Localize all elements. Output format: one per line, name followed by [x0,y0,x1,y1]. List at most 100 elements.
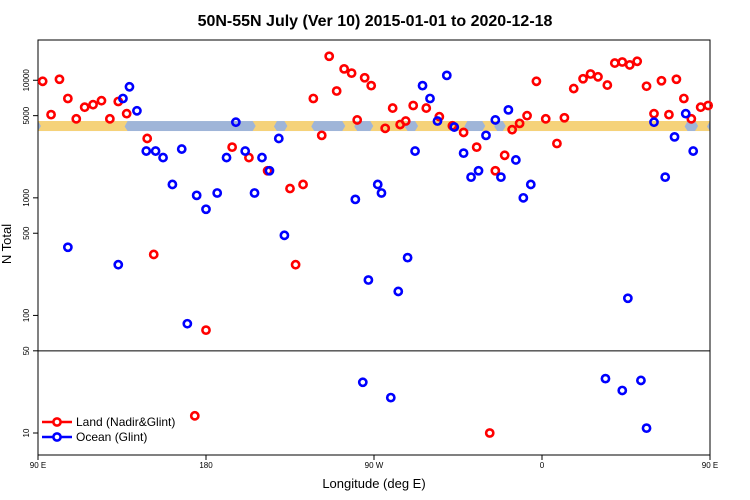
land-data-point [366,80,377,91]
ocean-data-point [669,131,680,142]
ocean-data-point [466,172,476,183]
land-data-point [88,99,98,110]
land-data-point [593,71,603,82]
ocean-data-point [264,165,275,176]
land-data-point [559,112,570,123]
ocean-data-point [641,423,652,434]
ocean-data-point [503,104,514,115]
land-data-point [71,113,82,124]
ocean-data-point [660,172,671,183]
land-ocean-band [38,121,710,132]
land-data-point [522,110,532,121]
y-tick-label: 50 [22,346,31,355]
chart-title: 50N-55N July (Ver 10) 2015-01-01 to 2020… [198,13,553,30]
land-data-point [331,86,342,96]
ocean-data-point [417,80,428,91]
land-segment [342,121,358,132]
ocean-data-point [273,133,284,144]
y-tick-label: 10 [22,428,31,437]
land-data-point [507,124,518,135]
ocean-data-point [490,115,501,125]
land-data-point [458,127,469,138]
ocean-data-point [150,146,161,156]
land-data-point [316,130,327,141]
ocean-data-point [510,155,521,165]
land-data-point [484,428,495,438]
ocean-data-point [182,318,193,329]
land-data-point [649,108,659,119]
land-data-point [308,93,319,104]
land-data-point [695,102,706,113]
land-data-point [552,138,562,149]
ocean-data-point [62,242,73,253]
land-data-point [346,68,357,79]
ocean-data-point [617,385,628,396]
land-segment [695,121,710,132]
land-data-point [227,142,238,153]
legend-label: Ocean (Glint) [76,430,147,444]
ocean-data-point [518,192,529,203]
land-data-point [656,75,667,86]
ocean-data-point [425,93,435,104]
legend-label: Land (Nadir&Glint) [76,415,175,429]
plot-frame [37,39,711,456]
ocean-data-point [496,172,506,183]
land-data-point [531,76,542,87]
land-data-point [142,133,153,144]
ocean-data-point [212,188,223,198]
land-data-point [421,103,432,113]
ocean-data-point [376,188,387,198]
ocean-data-point [257,152,267,163]
y-tick-label: 5000 [22,106,31,124]
land-data-point [490,165,501,176]
land-data-point [189,410,200,421]
ocean-data-point [458,148,469,159]
land-data-point [121,108,132,119]
land-data-point [324,51,335,62]
ocean-data-point [357,377,368,388]
ocean-data-point [393,286,404,297]
land-data-point [380,123,391,134]
x-tick-label: 180 [199,461,213,470]
x-tick-label: 0 [540,461,545,470]
x-tick-label: 90 E [30,461,46,470]
land-data-point [148,249,159,260]
land-segment [502,121,688,132]
land-data-point [578,73,588,84]
land-data-point [201,325,211,336]
land-data-point [568,83,579,94]
ocean-data-point [473,165,484,176]
ocean-data-point [124,81,135,92]
legend-marker [52,432,62,442]
land-data-point [602,80,613,90]
land-data-point [408,100,419,111]
ocean-data-point [441,70,452,81]
land-data-point [104,113,115,124]
legend: Land (Nadir&Glint)Ocean (Glint) [42,415,175,444]
y-tick-label: 100 [22,308,31,322]
ocean-data-point [385,392,396,403]
land-data-point [387,103,398,113]
ocean-data-point [158,152,168,163]
ocean-data-point [240,146,251,156]
land-data-point [54,74,65,85]
ocean-series [62,70,699,434]
land-data-point [46,109,56,120]
land-data-point [540,113,551,124]
land-data-point [678,93,689,104]
y-axis-label: N Total [0,224,14,264]
ocean-data-point [249,188,260,198]
land-data-point [686,113,697,124]
land-data-point [62,93,73,104]
land-series [37,51,714,438]
ocean-data-point [600,373,611,384]
ocean-data-point [221,152,232,163]
land-data-point [96,95,107,106]
x-axis-label: Longitude (deg E) [322,476,425,491]
ocean-data-point [432,116,443,126]
ocean-data-point [481,130,491,141]
land-data-point [37,76,48,87]
land-data-point [400,116,411,126]
land-data-point [617,57,628,67]
